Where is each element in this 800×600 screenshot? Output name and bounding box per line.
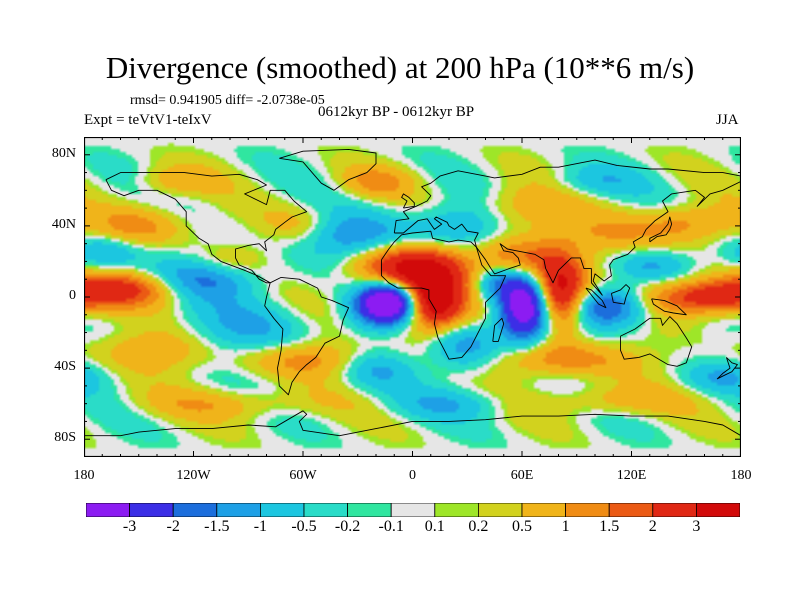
colorbar-swatch <box>172 503 218 517</box>
divergence-map <box>84 137 741 457</box>
colorbar-label: 0.5 <box>512 518 532 535</box>
colorbar-label: 1 <box>561 518 570 535</box>
coastline-north-america <box>105 172 308 284</box>
colorbar-swatch <box>390 503 436 517</box>
colorbar-label: 0.1 <box>424 518 445 535</box>
x-tick-label: 120W <box>176 468 211 483</box>
colorbar-label: -3 <box>122 518 137 535</box>
coastline-eurasia <box>393 159 741 296</box>
coastline-madagascar <box>492 317 505 342</box>
y-tick-label: 0 <box>69 288 76 303</box>
coastline-japan <box>649 216 673 243</box>
colorbar-label: 0.2 <box>468 518 489 535</box>
colorbar-swatch <box>216 503 261 517</box>
colorbar-swatch <box>86 503 130 517</box>
coastline-uk <box>401 193 415 209</box>
colorbar-swatch <box>608 503 654 517</box>
colorbar-swatch <box>303 503 348 517</box>
colorbar <box>86 503 740 517</box>
y-tick-label: 80S <box>54 430 76 446</box>
colorbar-swatch <box>347 503 392 517</box>
colorbar-swatch <box>129 503 174 517</box>
coastline-africa <box>381 230 507 360</box>
period-label: 0612kyr BP - 0612kyr BP <box>318 104 475 120</box>
colorbar-swatch <box>565 503 610 517</box>
coastline-greenland <box>279 148 377 191</box>
colorbar-label: -0.1 <box>378 518 404 535</box>
colorbar-swatch <box>477 503 523 517</box>
colorbar-label: -0.2 <box>334 518 361 535</box>
chart-title: Divergence (smoothed) at 200 hPa (10**6 … <box>105 50 695 85</box>
colorbar-label: -0.5 <box>291 518 317 535</box>
colorbar-label: -2 <box>166 518 180 535</box>
rmsd-diff-text: rmsd= 0.941905 diff= -2.0738e-05 <box>130 93 325 108</box>
colorbar-swatch <box>652 503 697 517</box>
coastline-borneo <box>610 284 631 305</box>
y-tick-label: 40N <box>51 216 76 232</box>
y-tick-label: 40S <box>54 359 76 375</box>
colorbar-label: 2 <box>648 518 657 535</box>
x-tick-label: 0 <box>409 468 416 483</box>
colorbar-swatch <box>259 503 305 517</box>
colorbar-swatch <box>696 503 740 517</box>
colorbar-swatch <box>521 503 566 517</box>
coastline-antarctica <box>84 410 741 437</box>
colorbar-label: 1.5 <box>599 518 620 535</box>
field-raster <box>84 137 741 457</box>
x-tick-label: 60E <box>510 468 534 483</box>
coastline-australia <box>620 316 693 367</box>
x-tick-label: 180 <box>730 468 752 483</box>
y-tick-label: 80N <box>51 145 76 161</box>
coastline-south-america <box>264 276 350 396</box>
colorbar-label: -1 <box>253 518 268 535</box>
colorbar-swatch <box>434 503 479 517</box>
colorbar-label: 3 <box>692 518 701 535</box>
x-tick-label: 180 <box>73 468 95 483</box>
coastline-sumatra <box>585 287 607 309</box>
coastline-new-guinea <box>651 298 687 316</box>
x-tick-label: 120E <box>616 468 647 483</box>
experiment-label: Expt = teVtV1-teIxV <box>84 112 212 128</box>
colorbar-label: -1.5 <box>204 518 230 535</box>
season-label: JJA <box>716 112 739 128</box>
x-tick-label: 60W <box>289 468 317 483</box>
coastline-new-zealand <box>716 357 738 380</box>
